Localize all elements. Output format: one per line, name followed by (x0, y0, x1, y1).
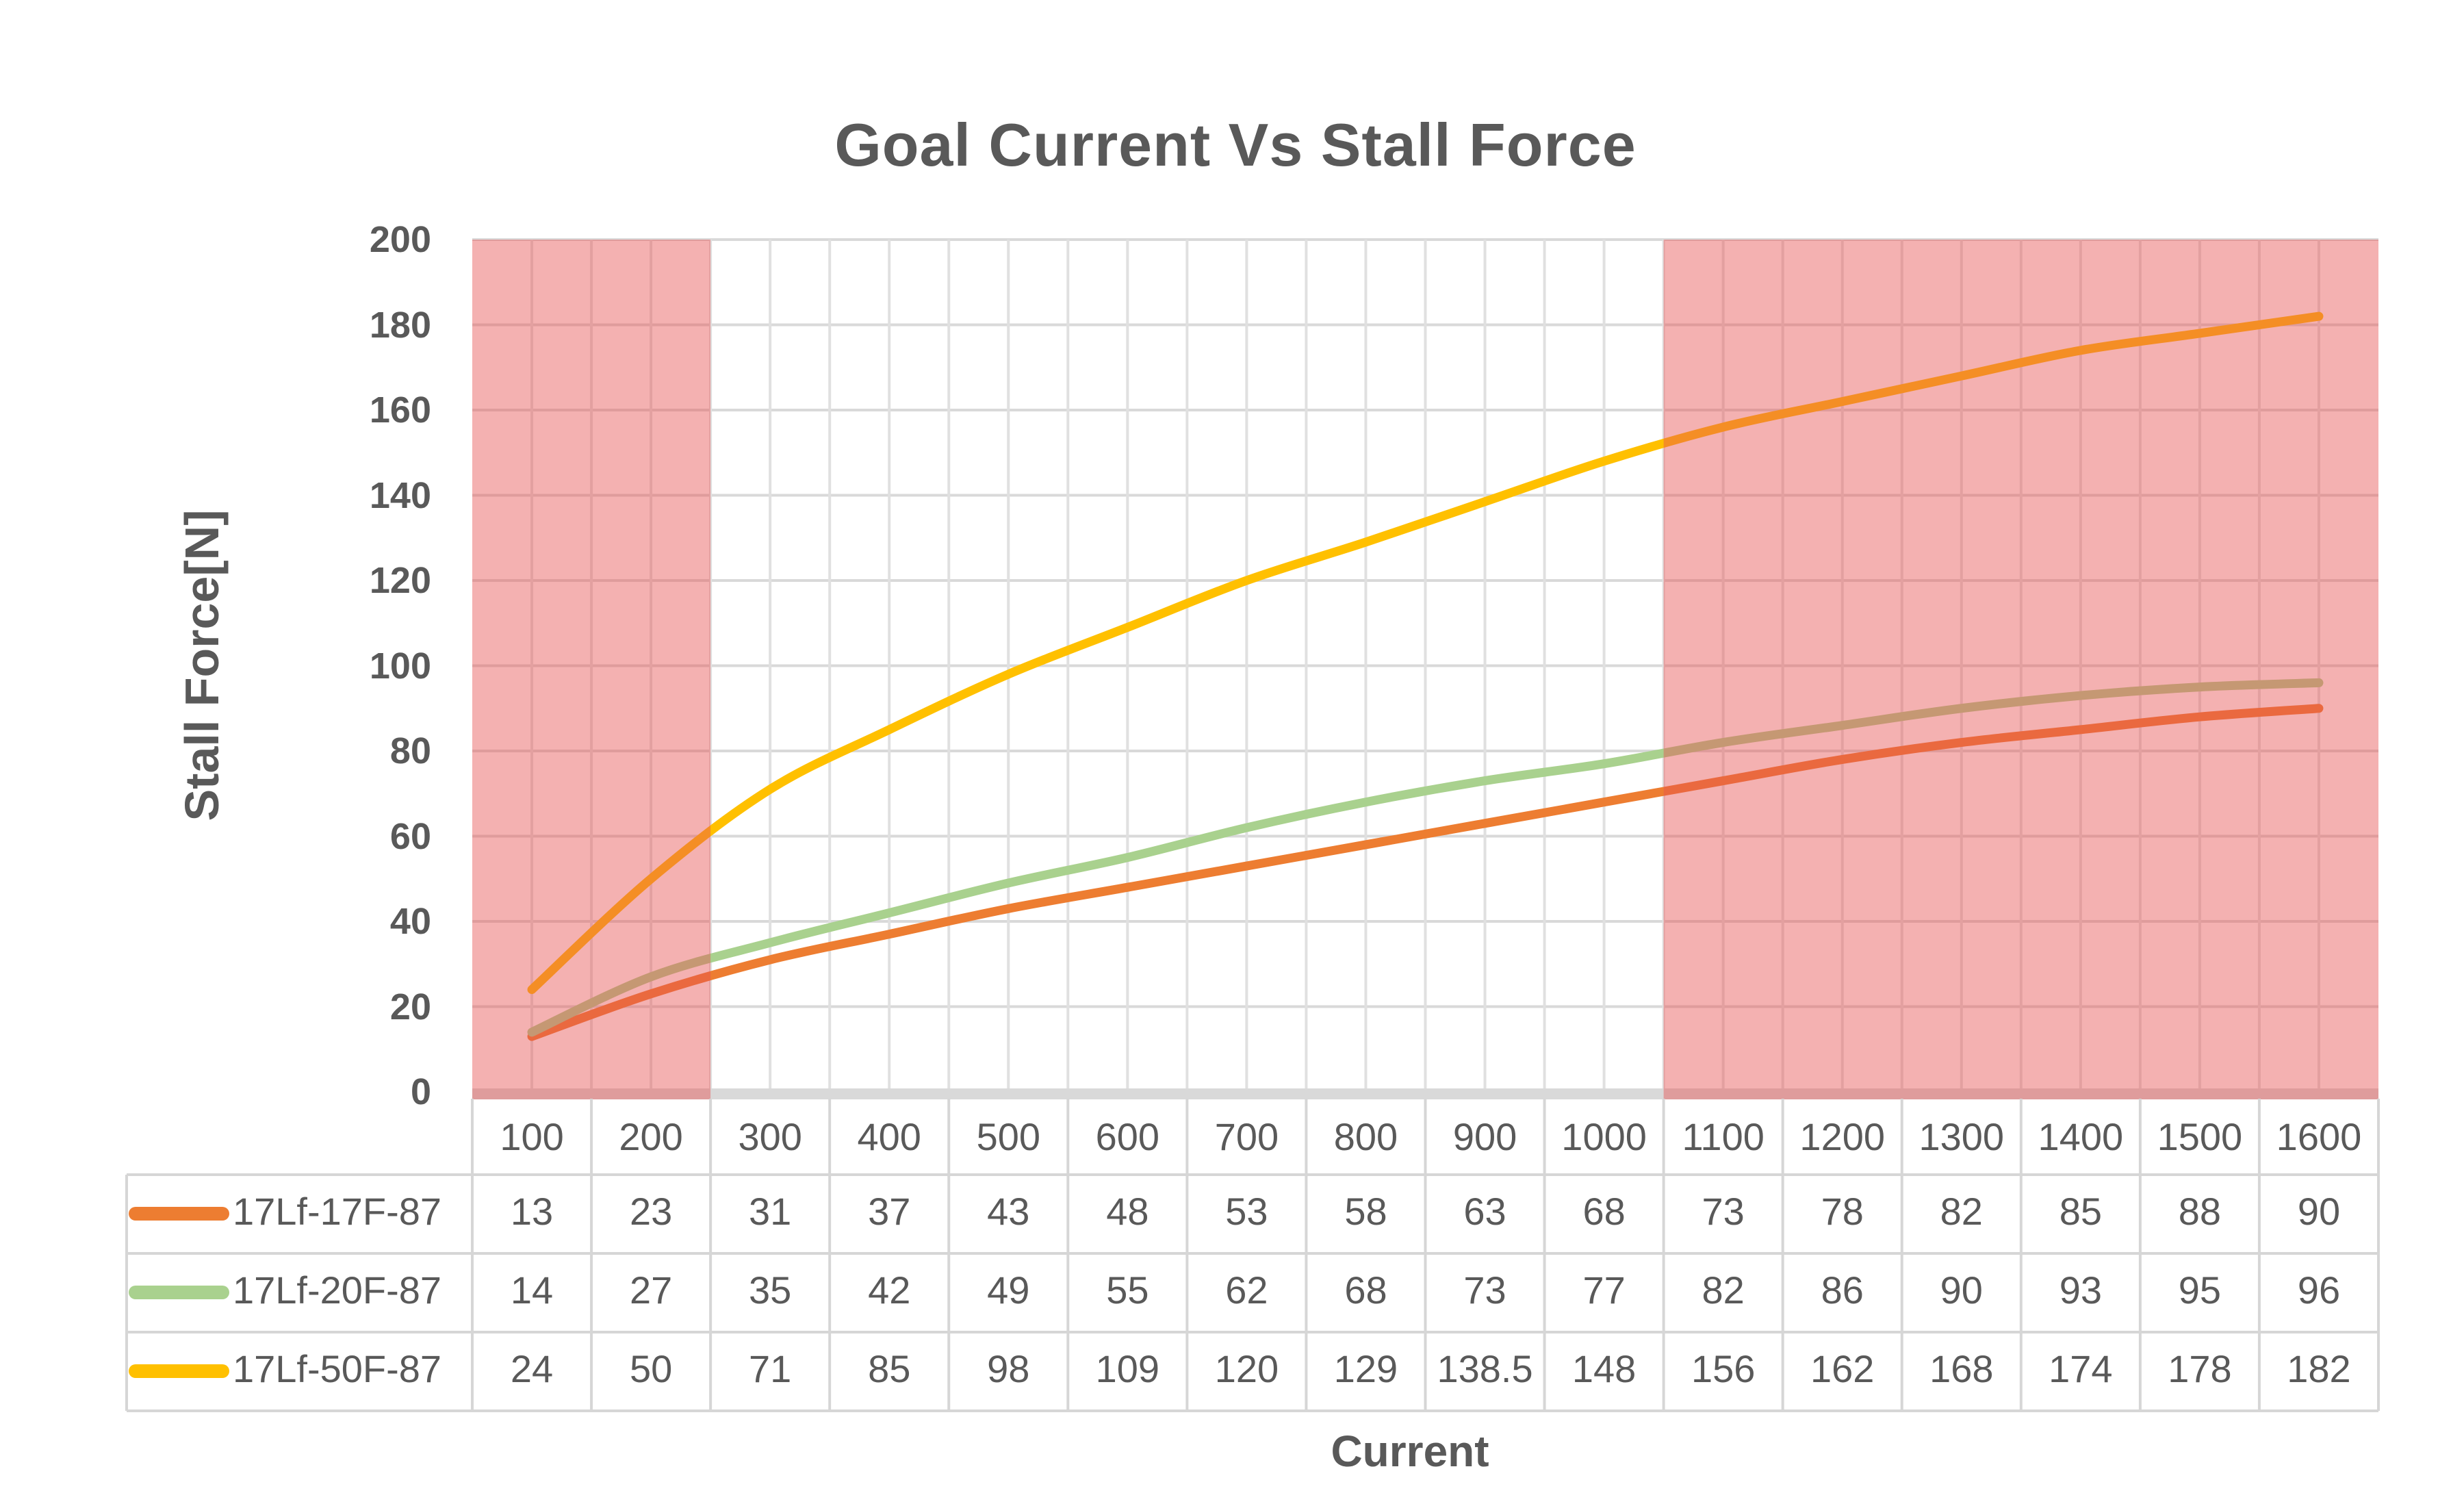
table-value-cell: 120 (1214, 1347, 1279, 1390)
x-category-label: 500 (976, 1115, 1040, 1158)
x-category-label: 900 (1452, 1115, 1517, 1158)
shaded-region-left-warning-band (472, 240, 711, 1099)
table-value-cell: 82 (1702, 1268, 1745, 1312)
table-value-cell: 168 (1929, 1347, 1994, 1390)
table-value-cell: 37 (868, 1190, 911, 1233)
series-line-17Lf-20F-87 (527, 678, 2324, 1037)
table-value-cell: 129 (1333, 1347, 1398, 1390)
table-value-cell: 31 (749, 1190, 792, 1233)
table-value-cell: 96 (2297, 1268, 2341, 1312)
y-tick-label: 180 (369, 304, 431, 346)
table-value-cell: 55 (1106, 1268, 1149, 1312)
table-value-cell: 23 (629, 1190, 673, 1233)
table-value-cell: 138.5 (1437, 1347, 1533, 1390)
series-name-label: 17Lf-17F-87 (233, 1190, 442, 1233)
x-category-label: 800 (1333, 1115, 1398, 1158)
table-value-cell: 90 (1940, 1268, 1983, 1312)
y-tick-label: 0 (410, 1071, 431, 1112)
table-value-cell: 88 (2178, 1190, 2222, 1233)
table-value-cell: 82 (1940, 1190, 1983, 1233)
table-value-cell: 73 (1702, 1190, 1745, 1233)
shaded-region-right-warning-band (1663, 240, 2378, 1099)
y-tick-label: 60 (389, 815, 431, 857)
x-category-label: 1100 (1682, 1115, 1764, 1158)
table-value-cell: 182 (2287, 1347, 2351, 1390)
y-tick-label: 200 (369, 219, 431, 260)
y-tick-label: 40 (389, 901, 431, 942)
table-value-cell: 95 (2178, 1268, 2222, 1312)
table-value-cell: 63 (1463, 1190, 1506, 1233)
table-value-cell: 13 (510, 1190, 554, 1233)
x-category-label: 1200 (1799, 1115, 1885, 1158)
table-value-cell: 58 (1344, 1190, 1387, 1233)
table-value-cell: 98 (987, 1347, 1030, 1390)
table-value-cell: 85 (2059, 1190, 2102, 1233)
y-tick-label: 80 (389, 730, 431, 771)
series-name-label: 17Lf-20F-87 (233, 1268, 442, 1312)
x-axis-strip (472, 1088, 2378, 1099)
table-value-cell: 174 (2049, 1347, 2113, 1390)
x-category-label: 1600 (2276, 1115, 2362, 1158)
table-value-cell: 53 (1225, 1190, 1268, 1233)
x-category-label: 200 (619, 1115, 683, 1158)
x-category-label: 600 (1095, 1115, 1160, 1158)
series-line-17Lf-50F-87 (527, 311, 2324, 995)
x-category-label: 1400 (2038, 1115, 2124, 1158)
table-value-cell: 14 (510, 1268, 554, 1312)
series-line-17Lf-17F-87 (527, 704, 2324, 1041)
table-value-cell: 71 (749, 1347, 792, 1390)
table-value-cell: 77 (1582, 1268, 1626, 1312)
table-value-cell: 27 (629, 1268, 673, 1312)
table-value-cell: 109 (1095, 1347, 1160, 1390)
table-value-cell: 24 (510, 1347, 554, 1390)
table-value-cell: 90 (2297, 1190, 2341, 1233)
table-value-cell: 68 (1582, 1190, 1626, 1233)
table-value-cell: 49 (987, 1268, 1030, 1312)
table-value-cell: 86 (1821, 1268, 1864, 1312)
table-value-cell: 178 (2168, 1347, 2232, 1390)
table-value-cell: 93 (2059, 1268, 2102, 1312)
table-value-cell: 42 (868, 1268, 911, 1312)
y-tick-label: 20 (389, 986, 431, 1028)
table-value-cell: 85 (868, 1347, 911, 1390)
table-value-cell: 148 (1571, 1347, 1637, 1390)
table-value-cell: 73 (1463, 1268, 1506, 1312)
x-category-label: 1500 (2157, 1115, 2243, 1158)
table-value-cell: 62 (1225, 1268, 1268, 1312)
x-category-label: 300 (738, 1115, 802, 1158)
table-value-cell: 35 (749, 1268, 792, 1312)
table-value-cell: 43 (987, 1190, 1030, 1233)
x-category-label: 400 (857, 1115, 921, 1158)
x-category-label: 700 (1214, 1115, 1279, 1158)
x-category-label: 1000 (1561, 1115, 1647, 1158)
x-category-label: 1300 (1918, 1115, 2005, 1158)
table-value-cell: 48 (1106, 1190, 1149, 1233)
table-value-cell: 156 (1691, 1347, 1756, 1390)
y-axis-title: Stall Force[N] (175, 509, 229, 821)
table-value-cell: 68 (1344, 1268, 1387, 1312)
series-name-label: 17Lf-50F-87 (233, 1347, 442, 1390)
table-value-cell: 78 (1821, 1190, 1864, 1233)
table-value-cell: 50 (629, 1347, 673, 1390)
x-category-label: 100 (500, 1115, 564, 1158)
y-tick-label: 120 (369, 560, 431, 601)
table-value-cell: 162 (1810, 1347, 1875, 1390)
y-tick-label: 160 (369, 390, 431, 431)
y-tick-label: 140 (369, 474, 431, 516)
chart-title: Goal Current Vs Stall Force (834, 111, 1637, 179)
y-tick-label: 100 (369, 645, 431, 687)
x-axis-title: Current (1331, 1427, 1489, 1476)
